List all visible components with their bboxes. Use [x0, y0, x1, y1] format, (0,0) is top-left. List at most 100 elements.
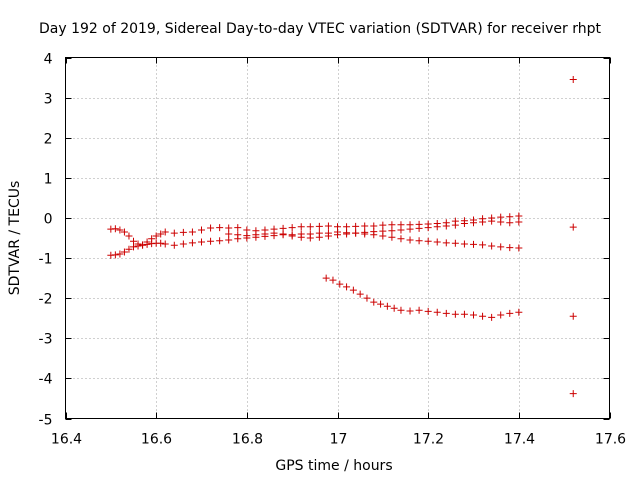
data-point [377, 300, 385, 308]
data-point [497, 311, 505, 319]
data-point [388, 221, 396, 229]
data-point [198, 238, 205, 246]
data-point [352, 222, 360, 230]
data-point [130, 243, 137, 251]
data-point [324, 232, 332, 240]
data-point [120, 248, 128, 256]
data-point [343, 223, 351, 231]
data-point [279, 230, 287, 238]
data-point [515, 244, 523, 252]
data-point [225, 230, 233, 238]
data-point [297, 223, 305, 231]
y-tick-label: -4 [39, 372, 53, 388]
x-tick-labels: 16.4 16.6 16.8 17 17.2 17.4 17.6 [51, 432, 626, 448]
data-point [370, 228, 378, 236]
data-point [161, 240, 169, 248]
data-point [134, 242, 142, 250]
data-point [306, 223, 314, 231]
x-tick-label: 17.6 [595, 432, 626, 448]
data-point [397, 226, 405, 234]
data-point [433, 308, 441, 316]
y-tick-label: 4 [44, 52, 53, 68]
data-point [116, 250, 124, 258]
data-point [488, 313, 496, 321]
data-point [179, 228, 187, 236]
data-point [111, 225, 119, 233]
data-point [322, 274, 330, 282]
data-point [324, 222, 332, 230]
data-point [383, 302, 391, 310]
y-tick-label: -2 [39, 292, 53, 308]
data-point [306, 234, 314, 242]
data-point [424, 237, 432, 245]
y-axis-label: SDTVAR / TECUs [7, 181, 23, 296]
data-point [415, 237, 423, 245]
data-point [315, 233, 323, 241]
data-point [152, 232, 160, 240]
data-point [433, 223, 441, 231]
y-tick-labels: 4 3 2 1 0 -1 -2 -3 -4 -5 [39, 52, 53, 429]
plot-frame [65, 57, 610, 419]
data-point [451, 221, 459, 229]
data-point [515, 218, 523, 226]
x-tick-label: 16.8 [232, 432, 263, 448]
data-point [216, 224, 224, 232]
y-tick-label: -1 [39, 252, 53, 268]
y-tick-label: 1 [44, 172, 53, 188]
data-point [139, 241, 147, 249]
data-point [488, 242, 496, 250]
data-point [125, 232, 133, 240]
data-point [188, 239, 196, 247]
data-point [506, 213, 514, 221]
data-point [515, 212, 523, 220]
data-point [329, 276, 337, 284]
series-track-B [107, 228, 523, 259]
data-point [506, 219, 514, 227]
data-point [442, 239, 450, 247]
data-point [125, 245, 133, 253]
data-point [497, 218, 505, 226]
data-point [243, 232, 251, 240]
data-point [390, 304, 398, 312]
data-point [252, 231, 260, 239]
data-point [379, 227, 387, 235]
data-point [470, 240, 477, 248]
data-point [198, 226, 205, 234]
data-point [397, 235, 405, 243]
data-point [388, 233, 396, 241]
grid-lines [65, 57, 610, 419]
data-point [343, 283, 351, 291]
x-tick-label: 17.4 [504, 432, 535, 448]
data-point [225, 236, 233, 244]
series-track-D [322, 274, 523, 321]
data-point [315, 222, 323, 230]
data-point [406, 225, 414, 233]
data-point [157, 230, 165, 238]
data-point [424, 307, 432, 315]
series-isolated-points [569, 76, 577, 398]
data-point [161, 228, 169, 236]
data-point [470, 311, 477, 319]
data-point [349, 286, 357, 294]
data-point [379, 221, 387, 229]
x-tick-label: 16.6 [141, 432, 172, 448]
data-point [363, 294, 371, 302]
data-point [116, 226, 124, 234]
data-point [111, 251, 119, 259]
data-point [479, 312, 487, 320]
y-tick-label: 3 [44, 92, 53, 108]
data-point [433, 238, 441, 246]
data-point [479, 241, 487, 249]
data-point [179, 240, 187, 248]
data-point [334, 231, 341, 239]
series-track-A [107, 212, 523, 249]
data-point [207, 224, 215, 232]
data-point [216, 237, 224, 245]
data-point [460, 220, 468, 228]
data-point [569, 76, 577, 84]
data-point [188, 228, 196, 236]
data-point [470, 219, 477, 227]
data-point [488, 217, 496, 225]
data-point [424, 224, 432, 232]
